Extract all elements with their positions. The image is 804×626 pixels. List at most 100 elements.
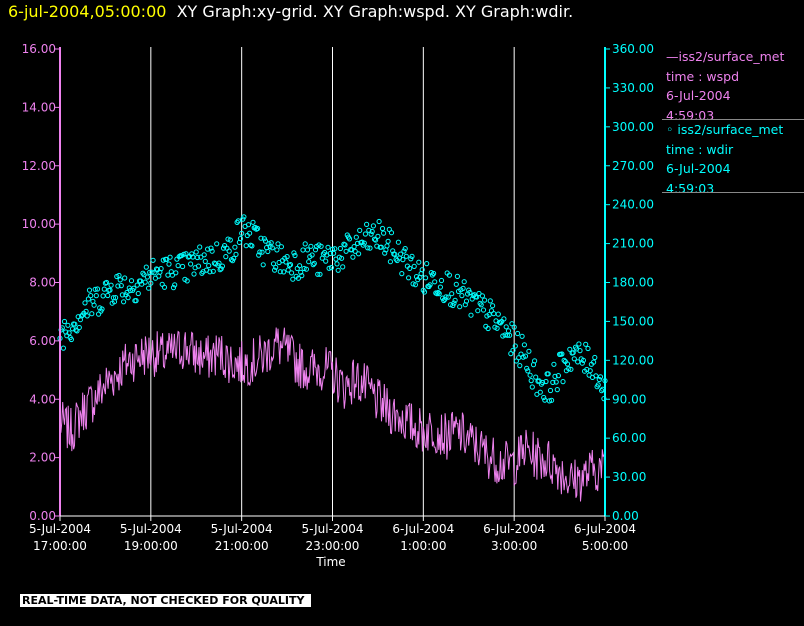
wdir-point	[161, 284, 168, 290]
wdir-point	[91, 302, 97, 308]
y-right-tick-label: 270.00	[612, 159, 654, 173]
y-left-tick-label: 14.00	[22, 100, 56, 114]
wdir-point	[571, 356, 577, 362]
x-tick-label: 5-Jul-2004	[211, 522, 273, 536]
y-left-tick-label: 0.00	[29, 509, 56, 523]
wdir-point	[595, 382, 601, 388]
wdir-point	[262, 238, 269, 244]
x-axis-label: Time	[315, 555, 345, 569]
wdir-point	[490, 303, 496, 309]
wdir-point	[509, 321, 515, 327]
wdir-point	[354, 240, 361, 246]
wdir-point	[409, 253, 415, 259]
wspd-series-line	[59, 327, 606, 502]
wdir-point	[576, 341, 582, 347]
wdir-point	[454, 273, 460, 279]
wdir-point	[432, 279, 438, 285]
wdir-point	[553, 379, 559, 385]
wdir-point	[232, 244, 238, 250]
wdir-point	[453, 281, 459, 287]
wdir-point	[205, 246, 211, 252]
wdir-point	[209, 248, 215, 254]
wdir-point	[457, 304, 463, 310]
legend-series-field: time : wspd	[666, 68, 740, 84]
wdir-point	[567, 346, 573, 352]
wdir-point	[151, 270, 157, 276]
legend-series-field: time : wdir	[666, 141, 734, 157]
wdir-point	[419, 267, 425, 273]
wdir-point	[318, 243, 324, 249]
y-left-tick-label: 4.00	[29, 392, 56, 406]
wdir-point	[564, 361, 571, 367]
wdir-point	[443, 294, 449, 300]
wdir-point	[331, 250, 337, 256]
wdir-point	[435, 289, 441, 296]
y-right-tick-label: 150.00	[612, 314, 654, 328]
wdir-point	[207, 269, 213, 275]
wdir-point	[511, 324, 517, 330]
wdir-point	[438, 277, 445, 284]
wdir-point	[202, 258, 208, 264]
wdir-point	[592, 354, 598, 361]
wdir-point	[274, 247, 280, 253]
x-tick-label: 17:00:00	[33, 539, 87, 553]
wdir-point	[517, 363, 523, 369]
wdir-point	[343, 248, 349, 254]
wdir-point	[66, 330, 72, 336]
wdir-point	[460, 285, 466, 291]
wdir-point	[76, 324, 82, 331]
wdir-point	[459, 293, 465, 299]
wdir-point	[210, 268, 216, 274]
wdir-point	[308, 243, 314, 249]
wdir-point	[579, 360, 585, 366]
y-left-tick-label: 8.00	[29, 276, 56, 290]
wdir-point	[158, 266, 164, 272]
wdir-point	[482, 297, 488, 303]
x-tick-label: 21:00:00	[215, 539, 269, 553]
wdir-point	[275, 241, 281, 247]
wdir-point	[181, 251, 187, 257]
wdir-point	[560, 379, 566, 385]
wdir-point	[175, 263, 181, 269]
wdir-point	[241, 214, 247, 220]
wdir-point	[208, 245, 214, 251]
wdir-point	[269, 245, 275, 251]
y-left-tick-label: 12.00	[22, 159, 56, 173]
wdir-point	[378, 244, 384, 250]
wdir-point	[475, 308, 481, 314]
wdir-point	[542, 397, 548, 403]
wdir-point	[398, 251, 404, 257]
wdir-point	[596, 376, 602, 383]
wdir-point	[351, 244, 357, 250]
wdir-point	[463, 298, 470, 304]
x-tick-label: 5:00:00	[582, 539, 628, 553]
wdir-point	[201, 252, 207, 258]
wdir-point	[327, 250, 333, 257]
wdir-point	[468, 312, 474, 318]
wdir-point	[237, 236, 244, 242]
wdir-point	[285, 267, 291, 273]
wdir-point	[356, 251, 362, 257]
title-date: 6-jul-2004,05:00:00	[8, 2, 167, 21]
wdir-point	[193, 249, 199, 255]
wdir-point	[265, 248, 271, 255]
legend-divider	[662, 119, 804, 120]
wdir-point	[278, 244, 284, 250]
wdir-point	[491, 311, 497, 317]
title-graph-names: XY Graph:xy-grid. XY Graph:wspd. XY Grap…	[176, 2, 574, 21]
wdir-point	[441, 297, 447, 304]
wdir-point	[146, 285, 152, 291]
wdir-point	[384, 243, 390, 249]
wdir-point	[533, 374, 539, 380]
wdir-point	[180, 263, 186, 270]
wdir-point	[304, 247, 311, 253]
wdir-point	[469, 296, 475, 302]
wdir-point	[445, 294, 451, 300]
wdir-point	[551, 361, 557, 367]
wdir-point	[227, 237, 233, 243]
tick-labels: 5-Jul-2004 17:00:00 5-Jul-2004 19:00:00 5-Ju…	[22, 42, 654, 553]
x-tick-label: 6-Jul-2004	[574, 522, 636, 536]
wdir-point	[381, 230, 387, 236]
wdir-point	[303, 266, 309, 272]
wdir-point	[283, 259, 289, 265]
